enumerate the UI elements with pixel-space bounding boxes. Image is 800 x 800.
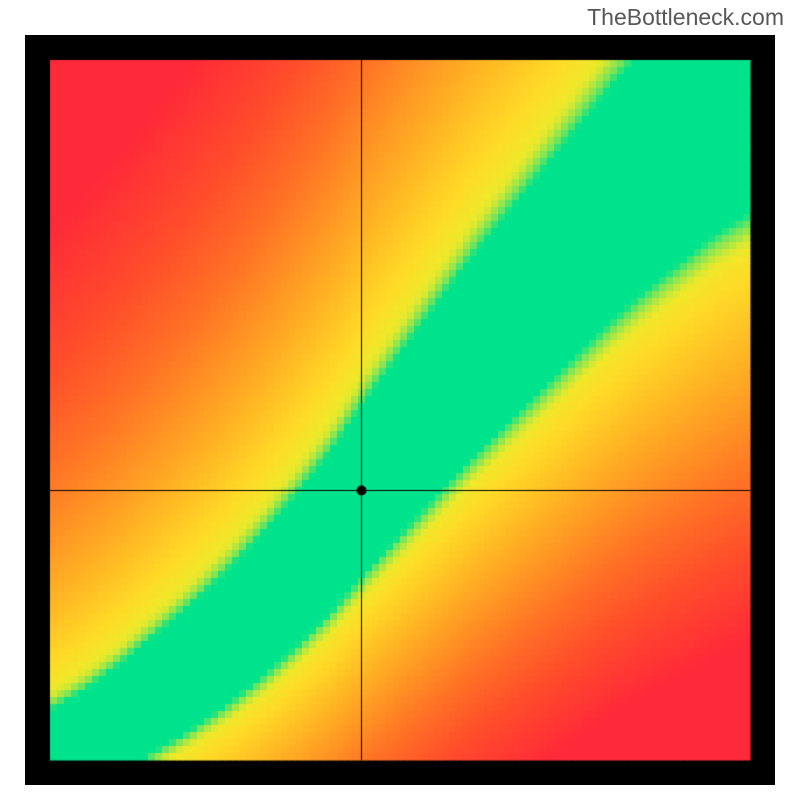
heatmap-canvas	[25, 35, 775, 785]
bottleneck-heatmap	[25, 35, 775, 785]
chart-container: TheBottleneck.com	[0, 0, 800, 800]
watermark-text: TheBottleneck.com	[587, 4, 784, 31]
